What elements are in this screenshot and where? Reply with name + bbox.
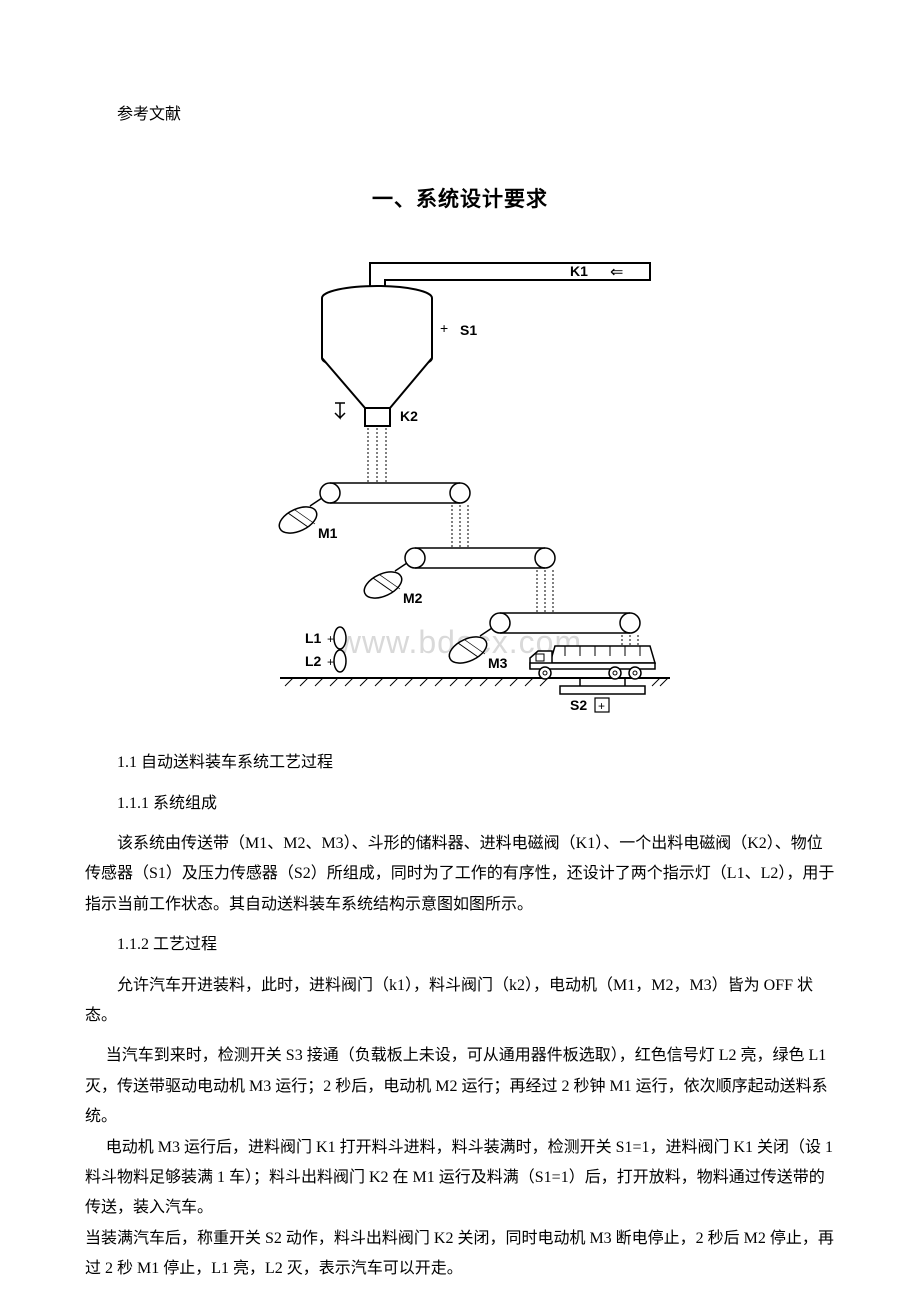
system-diagram: www.bdocx.com K1 ⇐ + S1 K2 [85, 238, 835, 718]
label-m2: M2 [403, 590, 423, 606]
ground-hatch [285, 678, 668, 686]
label-m3: M3 [488, 655, 508, 671]
light-l2 [334, 650, 346, 672]
references-heading: 参考文献 [85, 100, 835, 130]
plus-s1: + [440, 320, 448, 336]
section-title: 一、系统设计要求 [85, 180, 835, 220]
heading-1-1-2: 1.1.2 工艺过程 [85, 930, 835, 960]
paragraph-process-4: 当装满汽车后，称重开关 S2 动作，料斗出料阀门 K2 关闭，同时电动机 M3 … [85, 1224, 835, 1285]
paragraph-process-2: 当汽车到来时，检测开关 S3 接通（负载板上未设，可从通用器件板选取），红色信号… [85, 1041, 835, 1132]
label-s1: S1 [460, 322, 477, 338]
paragraph-process-3: 电动机 M3 运行后，进料阀门 K1 打开料斗进料，料斗装满时，检测开关 S1=… [85, 1133, 835, 1224]
conveyor-1: M1 [275, 483, 470, 541]
hopper-funnel [322, 358, 432, 408]
label-s2: S2 [570, 697, 587, 713]
paragraph-process-1: 允许汽车开进装料，此时，进料阀门（k1），料斗阀门（k2），电动机（M1，M2，… [85, 971, 835, 1032]
scale-platform [560, 686, 645, 694]
label-l2: L2 [305, 653, 322, 669]
label-l1: L1 [305, 630, 322, 646]
diagram-svg: www.bdocx.com K1 ⇐ + S1 K2 [240, 238, 680, 718]
label-k1: K1 [570, 263, 588, 279]
light-l1 [334, 627, 346, 649]
plus-l1: + [327, 632, 334, 646]
arrow-k2 [335, 403, 345, 418]
heading-1-1: 1.1 自动送料装车系统工艺过程 [85, 748, 835, 778]
plus-l2: + [327, 655, 334, 669]
arrow-k1: ⇐ [610, 264, 623, 281]
plus-s2: + [598, 699, 605, 713]
conveyor-2: M2 [360, 548, 555, 606]
heading-1-1-1: 1.1.1 系统组成 [85, 789, 835, 819]
hopper-outlet [365, 408, 390, 426]
label-k2: K2 [400, 408, 418, 424]
paragraph-composition: 该系统由传送带（M1、M2、M3）、斗形的储料器、进料电磁阀（K1）、一个出料电… [85, 829, 835, 920]
truck [530, 646, 655, 679]
label-m1: M1 [318, 525, 338, 541]
